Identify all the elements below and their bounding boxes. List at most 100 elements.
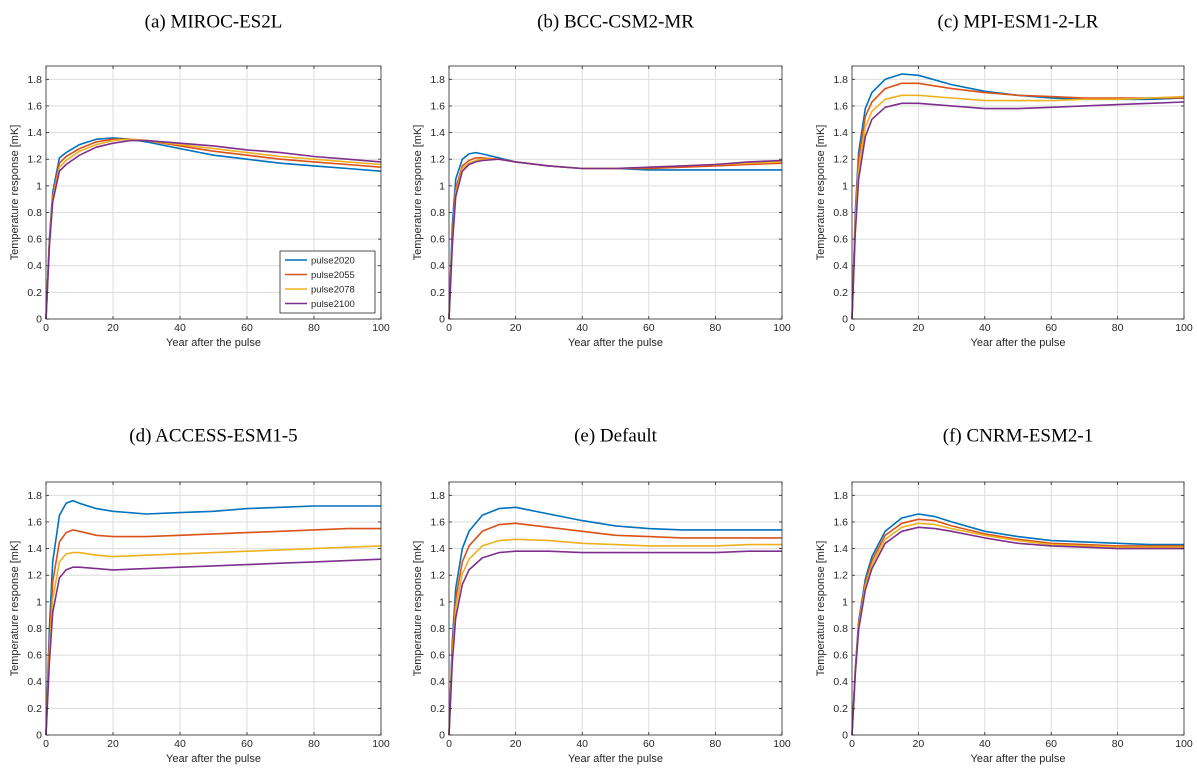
- y-tick-label: 1.2: [833, 154, 848, 166]
- y-tick-label: 0.4: [833, 260, 848, 272]
- x-tick-label: 20: [913, 322, 925, 334]
- x-tick-label: 0: [849, 322, 855, 334]
- x-tick-label: 80: [308, 322, 320, 334]
- legend: pulse2020 pulse2055 pulse2078 pulse2100: [279, 250, 376, 314]
- plot-area: [46, 482, 381, 735]
- x-tick-label: 20: [107, 738, 119, 750]
- x-tick-label: 20: [510, 738, 522, 750]
- y-axis-label: Temperature response [mK]: [9, 125, 21, 261]
- x-tick-label: 100: [372, 322, 390, 334]
- y-tick-label: 0.6: [833, 234, 848, 246]
- y-tick-label: 0: [36, 314, 42, 326]
- x-tick-label: 0: [43, 322, 49, 334]
- x-tick-label: 20: [510, 322, 522, 334]
- legend-label-pulse2020: pulse2020: [311, 255, 355, 266]
- y-tick-label: 0.8: [430, 623, 445, 635]
- series-line-pulse2100: [45, 558, 382, 736]
- panel-1: (a) MIROC-ES2L 0 20 40 60 80 100 0 0.2 0.4 0.6 0.8 1…: [9, 11, 390, 349]
- panel-title: (a) MIROC-ES2L: [145, 11, 283, 32]
- panel-2: (b) BCC-CSM2-MR 0 20 40 60 80 100 0 0.2 0.4 0.6 0.8…: [412, 11, 791, 349]
- y-tick-label: 0.2: [833, 287, 848, 299]
- panel-title: (d) ACCESS-ESM1-5: [129, 425, 297, 446]
- axes-box: [851, 481, 1185, 736]
- y-tick-label: 0: [36, 730, 42, 742]
- plot-area: [449, 66, 782, 319]
- legend-label-pulse2100: pulse2100: [311, 299, 355, 310]
- series-line-pulse2055: [851, 82, 1184, 320]
- y-tick-label: 0.8: [833, 207, 848, 219]
- y-tick-label: 1.4: [833, 543, 848, 555]
- y-tick-label: 1.6: [833, 100, 848, 112]
- x-tick-label: 60: [643, 322, 655, 334]
- y-tick-label: 1: [842, 596, 848, 608]
- x-tick-label: 60: [241, 738, 253, 750]
- series-line-pulse2100: [851, 101, 1185, 320]
- plot-area: [449, 482, 782, 735]
- series-line-pulse2078: [851, 94, 1185, 320]
- y-tick-label: 0.4: [27, 676, 42, 688]
- y-tick-label: 0.6: [430, 234, 445, 246]
- y-tick-label: 1.6: [430, 516, 445, 528]
- y-tick-label: 0.6: [27, 234, 42, 246]
- y-tick-label: 0.8: [27, 207, 42, 219]
- y-tick-label: 1.6: [833, 516, 848, 528]
- y-tick-label: 0: [842, 314, 848, 326]
- y-tick-label: 0: [439, 314, 445, 326]
- x-tick-label: 60: [241, 322, 253, 334]
- y-axis-label: Temperature response [mK]: [815, 541, 827, 677]
- panel-6: (f) CNRM-ESM2-1 0 20 40 60 80 100 0 0.2 0.4 0.6 0.8…: [815, 425, 1193, 765]
- y-tick-label: 1: [36, 596, 42, 608]
- x-tick-label: 80: [710, 738, 722, 750]
- x-tick-label: 0: [446, 322, 452, 334]
- y-tick-label: 1.6: [27, 100, 42, 112]
- x-tick-label: 0: [43, 738, 49, 750]
- y-tick-label: 0.8: [833, 623, 848, 635]
- axes-box: [851, 65, 1185, 320]
- x-tick-label: 20: [107, 322, 119, 334]
- x-tick-label: 100: [372, 738, 390, 750]
- series-line-pulse2020: [448, 506, 782, 736]
- y-tick-label: 1.2: [430, 570, 445, 582]
- legend-label-pulse2078: pulse2078: [311, 284, 355, 295]
- y-tick-label: 1.2: [27, 154, 42, 166]
- x-tick-label: 80: [1112, 322, 1124, 334]
- y-tick-label: 0.4: [833, 676, 848, 688]
- series-line-pulse2055: [448, 522, 782, 736]
- y-tick-label: 0.4: [27, 260, 42, 272]
- plot-area: [852, 482, 1184, 735]
- series-line-pulse2100: [851, 526, 1184, 736]
- y-tick-label: 0: [842, 730, 848, 742]
- y-tick-label: 0.6: [430, 650, 445, 662]
- y-tick-label: 1.8: [833, 74, 848, 86]
- y-tick-label: 1: [439, 180, 445, 192]
- x-tick-label: 40: [576, 322, 588, 334]
- y-tick-label: 1.2: [430, 154, 445, 166]
- x-tick-label: 100: [1175, 738, 1193, 750]
- legend-box: [279, 250, 376, 314]
- series-line-pulse2078: [448, 538, 782, 736]
- panel-3: (c) MPI-ESM1-2-LR 0 20 40 60 80 100 0 0.2 0.4 0.6 0…: [815, 11, 1193, 349]
- y-tick-label: 1.6: [430, 100, 445, 112]
- x-axis-label: Year after the pulse: [971, 337, 1066, 349]
- panel-title: (c) MPI-ESM1-2-LR: [938, 11, 1099, 32]
- y-tick-label: 1.4: [27, 127, 42, 139]
- y-axis-label: Temperature response [mK]: [412, 541, 424, 677]
- y-tick-label: 1.8: [833, 490, 848, 502]
- x-axis-label: Year after the pulse: [166, 753, 261, 765]
- y-axis-label: Temperature response [mK]: [815, 125, 827, 261]
- panel-title: (e) Default: [574, 425, 658, 446]
- y-tick-label: 1: [439, 596, 445, 608]
- x-tick-label: 60: [1045, 738, 1057, 750]
- y-tick-label: 1: [842, 180, 848, 192]
- series-line-pulse2100: [448, 550, 782, 736]
- x-tick-label: 60: [643, 738, 655, 750]
- x-tick-label: 80: [710, 322, 722, 334]
- y-tick-label: 0.8: [430, 207, 445, 219]
- axes-box: [45, 65, 382, 320]
- panel-4: (d) ACCESS-ESM1-5 0 20 40 60 80 100 0 0.2 0.4 0.6 0…: [9, 425, 390, 765]
- y-tick-label: 1.8: [27, 74, 42, 86]
- x-tick-label: 40: [979, 322, 991, 334]
- y-tick-label: 0.4: [430, 676, 445, 688]
- y-tick-label: 1.4: [27, 543, 42, 555]
